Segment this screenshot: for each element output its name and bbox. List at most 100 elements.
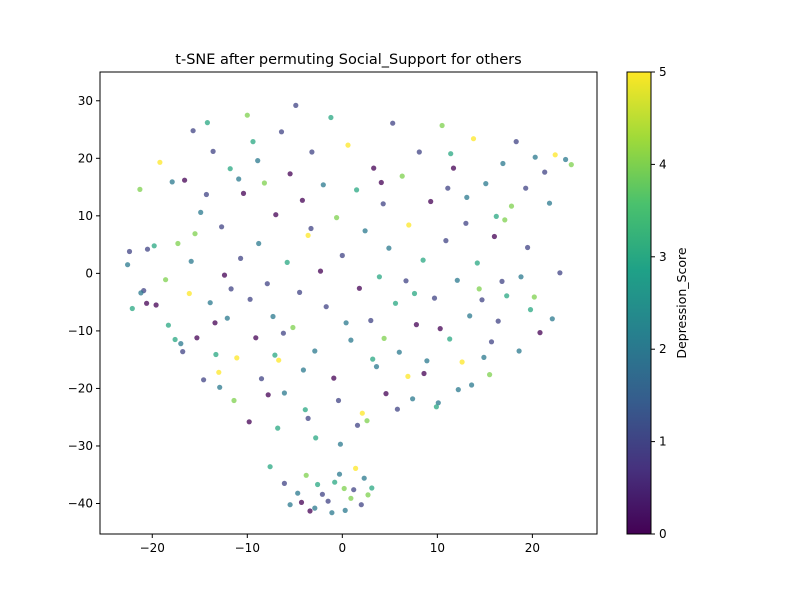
scatter-point: [396, 349, 402, 355]
scatter-point: [319, 491, 325, 497]
scatter-point: [348, 495, 354, 501]
scatter-point: [313, 435, 319, 441]
scatter-point: [325, 498, 331, 504]
scatter-point: [247, 296, 253, 302]
scatter-point: [298, 499, 305, 505]
scatter-point: [312, 348, 318, 354]
scatter-point: [439, 122, 445, 129]
scatter-point: [281, 390, 287, 396]
scatter-point: [192, 231, 198, 237]
colorbar: [626, 71, 652, 535]
scatter-point: [362, 228, 368, 234]
scatter-point: [447, 336, 453, 342]
scatter-point: [531, 294, 537, 300]
scatter-point: [428, 198, 434, 205]
scatter-point: [358, 502, 364, 508]
scatter-point: [190, 128, 196, 134]
scatter-point: [459, 359, 465, 365]
scatter-point: [217, 384, 223, 390]
scatter-point: [236, 176, 242, 182]
scatter-point: [250, 139, 256, 145]
scatter-point: [323, 304, 329, 310]
scatter-point: [445, 185, 451, 191]
scatter-point: [424, 358, 430, 364]
scatter-point: [261, 180, 267, 186]
scatter-point: [513, 139, 519, 145]
scatter-point: [144, 246, 151, 252]
scatter-point: [278, 129, 285, 135]
scatter-point: [390, 120, 396, 126]
colorbar-tick-label: 3: [659, 250, 667, 264]
scatter-point: [525, 244, 531, 251]
scatter-point: [433, 404, 439, 410]
scatter-point: [169, 179, 175, 185]
scatter-point: [227, 166, 233, 172]
scatter-point: [204, 120, 210, 126]
y-tick-label: 20: [78, 151, 93, 165]
scatter-point: [552, 152, 558, 158]
scatter-point: [365, 492, 371, 498]
x-tick-label: 0: [339, 541, 347, 555]
scatter-point: [240, 190, 247, 196]
scatter-point: [450, 165, 457, 171]
scatter-point: [568, 162, 574, 168]
scatter-point: [275, 425, 281, 431]
scatter-point: [464, 194, 470, 200]
scatter-point: [410, 396, 416, 402]
scatter-point: [483, 181, 489, 187]
scatter-point: [421, 370, 427, 377]
scatter-point: [332, 479, 338, 485]
y-tick-label: −40: [68, 497, 93, 511]
scatter-point: [281, 480, 287, 486]
scatter-point: [437, 326, 443, 332]
scatter-point: [216, 369, 222, 375]
scatter-points: [125, 102, 574, 516]
scatter-point: [280, 330, 286, 336]
scatter-point: [253, 335, 259, 341]
scatter-point: [299, 197, 305, 203]
scatter-point: [231, 397, 237, 404]
scatter-point: [542, 169, 548, 175]
scatter-point: [256, 240, 262, 247]
scatter-point: [488, 339, 495, 345]
scatter-point: [153, 302, 159, 308]
scatter-point: [342, 507, 348, 513]
scatter-point: [454, 277, 460, 283]
scatter-point: [383, 391, 389, 397]
scatter-point: [354, 187, 360, 193]
scatter-point: [487, 372, 493, 378]
scatter-point: [300, 367, 306, 373]
scatter-point: [353, 465, 359, 471]
scatter-point: [508, 203, 515, 209]
scatter-point: [317, 268, 324, 274]
scatter-point: [339, 252, 345, 259]
scatter-point: [354, 422, 361, 428]
scatter-point: [194, 335, 200, 341]
scatter-point: [302, 407, 308, 413]
scatter-point: [234, 355, 240, 361]
scatter-point: [126, 248, 133, 255]
scatter-point: [138, 290, 144, 296]
scatter-point: [210, 148, 216, 154]
scatter-point: [238, 255, 244, 261]
colorbar-tick-label: 2: [659, 342, 667, 356]
y-tick-label: 30: [78, 94, 93, 108]
scatter-point: [361, 475, 367, 481]
scatter-point: [320, 182, 326, 188]
colorbar-label: Depression_Score: [674, 247, 689, 358]
scatter-point: [228, 286, 234, 292]
scatter-point: [416, 149, 422, 155]
scatter-point: [386, 245, 392, 251]
scatter-point: [270, 313, 276, 320]
scatter-point: [376, 274, 382, 280]
scatter-point: [255, 158, 261, 164]
scatter-point: [272, 352, 278, 358]
scatter-point: [368, 317, 374, 324]
scatter-point: [356, 285, 362, 291]
scatter-point: [212, 320, 218, 326]
scatter-point: [334, 215, 340, 221]
scatter-point: [305, 415, 311, 421]
scatter-point: [305, 232, 311, 238]
scatter-point: [163, 277, 169, 283]
